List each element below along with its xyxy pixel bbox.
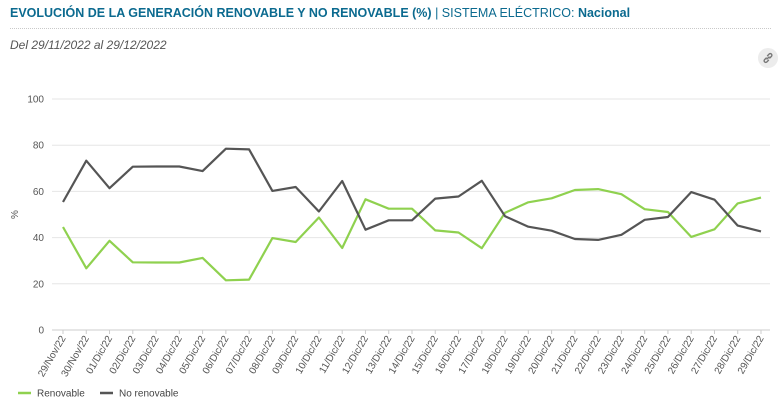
data-point-no-renovable [223, 146, 228, 151]
y-tick-label: 100 [27, 95, 44, 106]
data-point-renovable [107, 238, 112, 243]
data-point-renovable [456, 230, 461, 235]
data-point-no-renovable [107, 186, 112, 191]
data-point-no-renovable [456, 194, 461, 199]
header-separator: | [435, 6, 439, 20]
chart-header: EVOLUCIÓN DE LA GENERACIÓN RENOVABLE Y N… [10, 4, 771, 29]
data-point-no-renovable [293, 185, 298, 190]
data-point-renovable [130, 260, 135, 265]
y-tick-label: 80 [33, 141, 45, 152]
data-point-no-renovable [526, 224, 531, 229]
legend-no-renovable-label: No renovable [119, 389, 179, 400]
data-point-no-renovable [130, 164, 135, 169]
data-point-renovable [642, 207, 647, 212]
data-point-renovable [200, 256, 205, 261]
data-point-renovable [526, 200, 531, 205]
data-point-renovable [735, 201, 740, 206]
share-link-button[interactable] [758, 48, 778, 68]
data-point-renovable [549, 196, 554, 201]
system-label: SISTEMA ELÉCTRICO: [441, 6, 575, 20]
data-point-renovable [619, 192, 624, 197]
data-point-renovable [177, 260, 182, 265]
data-point-no-renovable [479, 178, 484, 183]
data-point-renovable [363, 197, 368, 202]
data-point-no-renovable [410, 218, 415, 223]
data-point-no-renovable [642, 217, 647, 222]
chart-title: EVOLUCIÓN DE LA GENERACIÓN RENOVABLE Y N… [10, 6, 432, 20]
data-point-renovable [479, 246, 484, 251]
data-point-renovable [759, 195, 764, 200]
data-point-no-renovable [735, 223, 740, 228]
data-point-renovable [596, 187, 601, 192]
data-point-no-renovable [177, 164, 182, 169]
data-point-no-renovable [666, 215, 671, 220]
series-line-no-renovable [62, 147, 762, 241]
series-line-renovable [62, 188, 762, 282]
data-point-no-renovable [84, 158, 89, 163]
data-point-no-renovable [340, 179, 345, 184]
data-point-no-renovable [200, 169, 205, 174]
link-icon [763, 52, 773, 64]
data-point-no-renovable [712, 197, 717, 202]
data-point-no-renovable [549, 228, 554, 233]
data-point-renovable [293, 240, 298, 245]
data-point-renovable [247, 277, 252, 282]
data-point-renovable [433, 228, 438, 233]
data-point-no-renovable [386, 218, 391, 223]
data-point-renovable [386, 206, 391, 211]
data-point-no-renovable [270, 189, 275, 194]
data-point-no-renovable [689, 190, 694, 195]
date-range: Del 29/11/2022 al 29/12/2022 [10, 38, 167, 52]
data-point-no-renovable [247, 147, 252, 152]
data-point-renovable [270, 236, 275, 241]
data-point-renovable [223, 278, 228, 283]
data-point-renovable [689, 235, 694, 240]
y-tick-label: 20 [33, 279, 45, 290]
data-point-renovable [61, 225, 66, 230]
data-point-no-renovable [503, 214, 508, 219]
data-point-renovable [84, 266, 89, 271]
system-value: Nacional [577, 6, 631, 20]
y-tick-label: 40 [33, 233, 45, 244]
data-point-renovable [572, 188, 577, 193]
data-point-renovable [317, 215, 322, 220]
data-point-no-renovable [572, 237, 577, 242]
data-point-no-renovable [61, 200, 66, 205]
y-tick-label: 60 [33, 187, 45, 198]
legend-renovable-label: Renovable [37, 389, 85, 400]
data-point-no-renovable [363, 227, 368, 232]
data-point-renovable [410, 206, 415, 211]
data-point-renovable [154, 260, 159, 265]
data-point-no-renovable [619, 232, 624, 237]
data-point-renovable [712, 227, 717, 232]
data-point-no-renovable [433, 196, 438, 201]
data-point-no-renovable [317, 209, 322, 214]
data-point-no-renovable [759, 229, 764, 234]
y-axis-label: % [10, 210, 21, 219]
data-point-no-renovable [154, 164, 159, 169]
data-point-renovable [340, 246, 345, 251]
data-point-no-renovable [596, 238, 601, 243]
y-tick-label: 0 [38, 326, 44, 337]
